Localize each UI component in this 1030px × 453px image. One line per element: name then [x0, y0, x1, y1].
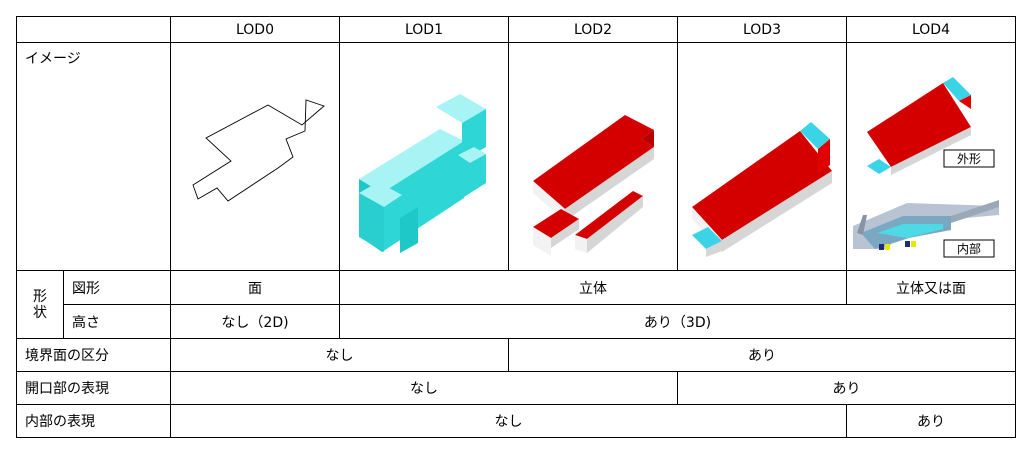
image-row-label: イメージ	[25, 51, 81, 67]
header-corner-cell	[16, 16, 171, 43]
lod0-footprint-image	[192, 99, 325, 202]
lod0-image-cell	[170, 42, 340, 271]
openings-lod3-4-value: あり	[677, 371, 1016, 405]
lod4-interior-label-box	[943, 239, 995, 258]
openings-row-label: 開口部の表現	[16, 371, 171, 405]
height-lod1-4-value: あり（3D)	[339, 304, 1016, 339]
lod3-detailed-model-image	[692, 122, 832, 257]
header-lod4: LOD4	[846, 16, 1016, 43]
shape-group-label-bottom: 状	[33, 304, 47, 321]
lod4-model-image: 外形 内部	[853, 77, 999, 258]
figure-lod0-value: 面	[170, 270, 340, 305]
height-lod0-value: なし（2D)	[170, 304, 340, 339]
lod-comparison-table: LOD0 LOD1 LOD2 LOD3 LOD4 イメージ	[16, 16, 1016, 438]
lod2-image-cell	[508, 42, 678, 271]
lod0-footprint-outline	[192, 99, 325, 202]
lod4-exterior-roof	[867, 83, 971, 167]
figure-row-label: 図形	[63, 270, 171, 305]
header-lod3: LOD3	[677, 16, 847, 43]
image-row-label-cell: イメージ	[16, 42, 171, 271]
image-row: イメージ	[16, 42, 1016, 271]
lod2-left-wing-roof	[533, 209, 579, 238]
openings-row: 開口部の表現 なし あり	[16, 371, 1016, 405]
lod3-roof	[692, 131, 832, 240]
lod3-opening-lower	[692, 227, 722, 249]
boundary-row: 境界面の区分 なし あり	[16, 338, 1016, 372]
boundary-row-label: 境界面の区分	[16, 338, 171, 372]
interior-lod4-value: あり	[846, 404, 1016, 438]
shape-group-label-top: 形	[33, 288, 47, 305]
lod2-upper-roof	[533, 115, 654, 209]
lod4-exterior-label: 外形	[957, 152, 981, 166]
lod3-opening-upper	[800, 122, 830, 149]
height-row-label: 高さ	[63, 304, 171, 339]
lod1-image-cell	[339, 42, 509, 271]
openings-lod0-2-value: なし	[170, 371, 678, 405]
lod4-image-cell: 外形 内部	[846, 42, 1016, 271]
lod3-image-cell	[677, 42, 847, 271]
shape-group-label-cell: 形 状	[16, 270, 64, 339]
interior-lod0-3-value: なし	[170, 404, 847, 438]
header-lod1: LOD1	[339, 16, 509, 43]
figure-lod1-3-value: 立体	[339, 270, 847, 305]
lod2-right-wing-roof	[575, 191, 643, 239]
boundary-lod0-1-value: なし	[170, 338, 509, 372]
header-lod2: LOD2	[508, 16, 678, 43]
lod4-interior-label: 内部	[957, 241, 981, 256]
height-row: 高さ なし（2D) あり（3D)	[17, 304, 1016, 339]
header-row: LOD0 LOD1 LOD2 LOD3 LOD4	[16, 16, 1016, 43]
lod1-roof	[359, 129, 464, 193]
boundary-lod2-4-value: あり	[508, 338, 1016, 372]
figure-row: 形 状 図形 面 立体 立体又は面	[16, 270, 1016, 339]
lod2-roof-model-image	[533, 115, 654, 256]
lod4-exterior-label-box	[943, 149, 995, 168]
interior-row-label: 内部の表現	[16, 404, 171, 438]
lod1-block-model-image	[359, 94, 486, 253]
interior-row: 内部の表現 なし あり	[16, 404, 1016, 438]
figure-lod4-value: 立体又は面	[846, 270, 1016, 305]
header-lod0: LOD0	[170, 16, 340, 43]
